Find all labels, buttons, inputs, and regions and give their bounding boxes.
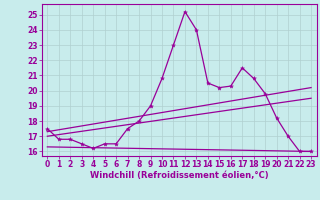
X-axis label: Windchill (Refroidissement éolien,°C): Windchill (Refroidissement éolien,°C) bbox=[90, 171, 268, 180]
